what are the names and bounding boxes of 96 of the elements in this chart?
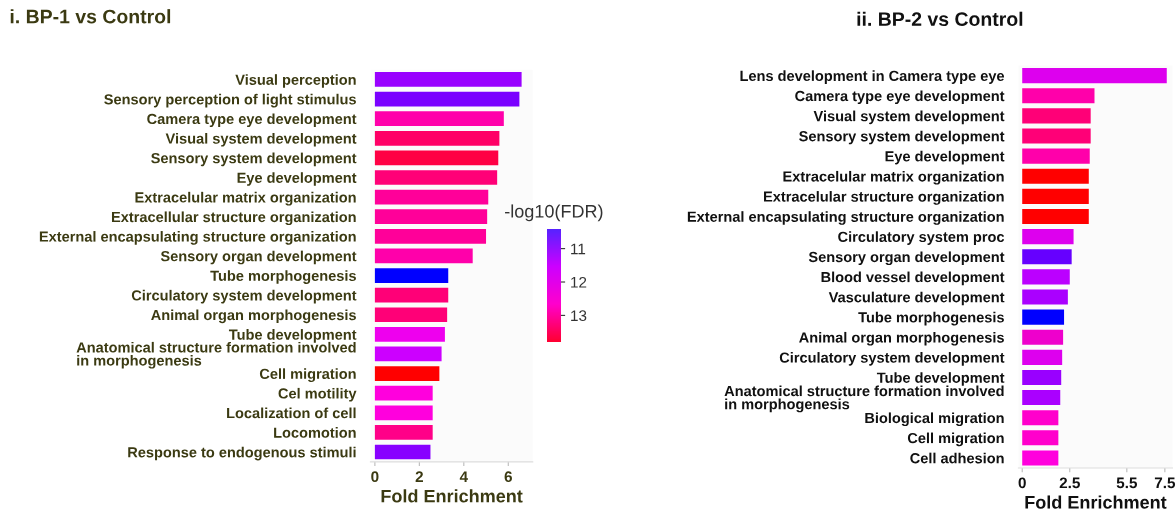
chart-title: ii. BP-2 vs Control xyxy=(857,11,1023,26)
bar xyxy=(374,385,433,401)
y-tick-label: Circulatory system development xyxy=(131,289,357,304)
bar xyxy=(374,287,449,303)
y-tick-label: Extracelular matrix organization xyxy=(783,170,1004,185)
y-tick-label: Circulatory system proc xyxy=(838,231,1005,245)
bar xyxy=(1022,329,1064,345)
bar xyxy=(1022,450,1059,466)
y-tick-label: Lens development in Camera type eye xyxy=(740,70,1005,84)
color-bar-title: -log10(FDR) xyxy=(505,204,603,222)
y-tick-label: Cell adhesion xyxy=(910,452,1004,464)
x-tick-label: 0 xyxy=(371,471,379,483)
x-tick-label: 2.5 xyxy=(1059,477,1080,489)
y-tick-label: Visual system development xyxy=(165,133,357,147)
bar xyxy=(374,268,449,283)
y-tick-label: Biological migration xyxy=(865,412,1004,427)
bar xyxy=(1022,229,1074,245)
bar xyxy=(374,346,442,362)
bar xyxy=(1022,208,1089,225)
bar xyxy=(1022,168,1089,184)
y-tick-label: Animal organ morphogenesis xyxy=(151,309,356,324)
x-tick-label: 0 xyxy=(1018,477,1026,489)
y-tick-label: Cell migration xyxy=(907,432,1004,447)
y-tick-label: Eye development xyxy=(237,172,357,186)
bar xyxy=(1022,390,1061,406)
bar xyxy=(374,150,499,166)
x-tick-label: 4 xyxy=(459,471,468,482)
bar xyxy=(374,307,448,323)
x-axis-title: Fold Enrichment xyxy=(1025,495,1167,509)
y-tick-label: External encapsulating structure organization xyxy=(687,211,1004,225)
y-tick-label: Animal organ morphogenesis xyxy=(799,331,1004,346)
bar xyxy=(374,111,504,127)
y-tick-label: Extracellular structure organization xyxy=(111,211,356,226)
bar xyxy=(374,444,431,460)
y-tick-label: External encapsulating structure organization xyxy=(39,231,356,245)
bar xyxy=(1022,410,1059,426)
y-tick-label: Sensory system development xyxy=(799,130,1005,145)
bar xyxy=(1022,148,1090,164)
bar xyxy=(1022,430,1059,446)
y-tick-label: Tube morphogenesis xyxy=(858,311,1004,326)
bar xyxy=(374,405,433,421)
y-tick-label: Sensory organ development xyxy=(160,250,357,265)
bar xyxy=(1022,249,1072,265)
y-tick-label: Anatomical structure formation involved in morphogenesis xyxy=(76,341,356,369)
x-tick-label: 5.5 xyxy=(1116,477,1138,489)
y-tick-label: Sensory system development xyxy=(151,152,357,167)
x-axis-title: Fold Enrichment xyxy=(381,489,523,503)
y-tick-label: Anatomical structure formation involved in morphogenesis xyxy=(724,385,1004,413)
x-tick-label: 2 xyxy=(415,471,423,482)
y-tick-label: Localization of cell xyxy=(227,407,356,419)
y-tick-label: Visual system development xyxy=(813,110,1005,125)
y-tick-label: Circulatory system development xyxy=(779,352,1005,366)
y-tick-label: Camera type eye development xyxy=(795,90,1005,105)
bar xyxy=(1022,349,1063,365)
y-tick-label: Tube development xyxy=(876,372,1005,386)
bar xyxy=(374,189,489,205)
bar xyxy=(1022,309,1065,325)
color-bar-label: 12 xyxy=(571,276,587,288)
bar xyxy=(374,91,520,107)
y-tick-label: Extracelular structure organization xyxy=(764,191,1004,205)
bar xyxy=(374,248,473,264)
bar xyxy=(374,425,433,440)
bar xyxy=(374,170,498,185)
y-tick-label: Cel motility xyxy=(278,387,357,402)
y-tick-label: Camera type eye development xyxy=(147,113,357,127)
bar xyxy=(1022,108,1091,124)
y-tick-label: Tube development xyxy=(228,329,357,343)
bar xyxy=(374,209,488,225)
y-tick-label: Vasculature development xyxy=(828,291,1005,306)
bar xyxy=(374,228,487,244)
y-tick-label: Cell migration xyxy=(259,368,356,382)
bar xyxy=(1022,68,1167,84)
y-tick-label: Visual perception xyxy=(235,74,356,88)
bar xyxy=(374,72,522,87)
y-tick-label: Extracelular matrix organization xyxy=(135,191,356,206)
y-tick-label: Sensory perception of light stimulus xyxy=(104,93,356,108)
bar xyxy=(1022,188,1089,204)
bar xyxy=(1022,269,1070,285)
text: i. BP-1 vs Control xyxy=(10,9,171,24)
bar xyxy=(1022,128,1091,144)
bar xyxy=(374,366,440,381)
y-tick-label: Tube morphogenesis xyxy=(210,270,356,284)
y-tick-label: Blood vessel development xyxy=(821,271,1005,286)
y-tick-label: Sensory organ development xyxy=(808,251,1005,266)
bar xyxy=(1022,88,1095,104)
y-tick-label: Eye development xyxy=(885,150,1005,165)
bar xyxy=(374,130,500,146)
color-bar-label: 11 xyxy=(571,243,586,255)
bar xyxy=(374,327,445,342)
color-bar-label: 13 xyxy=(571,310,587,322)
x-tick-label: 7.5 xyxy=(1154,477,1176,489)
bar xyxy=(1022,369,1062,385)
bar xyxy=(1022,289,1068,305)
y-tick-label: Response to endogenous stimuli xyxy=(128,446,356,461)
x-tick-label: 6 xyxy=(504,471,512,483)
y-tick-label: Locomotion xyxy=(274,427,356,438)
